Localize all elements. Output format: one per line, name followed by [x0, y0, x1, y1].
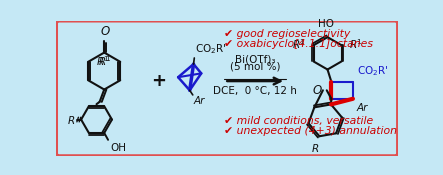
- Text: Bi(OTf)₃: Bi(OTf)₃: [235, 54, 276, 64]
- Text: O: O: [313, 84, 322, 97]
- Text: $R^1$: $R^1$: [98, 54, 112, 68]
- Text: HO: HO: [318, 19, 334, 29]
- Text: Ar: Ar: [357, 103, 368, 113]
- Text: $R$: $R$: [311, 142, 320, 154]
- Text: +: +: [152, 72, 167, 90]
- Text: Ar: Ar: [194, 96, 205, 106]
- Text: ✔ unexpected (4+3) annulation: ✔ unexpected (4+3) annulation: [224, 126, 397, 136]
- FancyBboxPatch shape: [57, 21, 397, 156]
- Text: (5 mol %): (5 mol %): [230, 62, 280, 72]
- Text: ✔ mild conditions, versatile: ✔ mild conditions, versatile: [224, 116, 373, 126]
- Text: CO$_2$R': CO$_2$R': [357, 64, 389, 78]
- Text: ✔ good regioselectivity: ✔ good regioselectivity: [224, 29, 350, 39]
- Text: OH: OH: [110, 143, 126, 153]
- Text: $R^1$: $R^1$: [96, 54, 110, 68]
- Text: $R$: $R$: [67, 114, 75, 125]
- Text: CO$_2$R': CO$_2$R': [195, 43, 227, 56]
- Text: $R^1$: $R^1$: [349, 37, 363, 51]
- Text: ✔ oxabicyclo[4.1.1]octanes: ✔ oxabicyclo[4.1.1]octanes: [224, 39, 373, 49]
- Text: DCE,  0 °C, 12 h: DCE, 0 °C, 12 h: [213, 86, 297, 96]
- Text: $R^1$: $R^1$: [292, 37, 306, 51]
- Text: O: O: [101, 25, 109, 38]
